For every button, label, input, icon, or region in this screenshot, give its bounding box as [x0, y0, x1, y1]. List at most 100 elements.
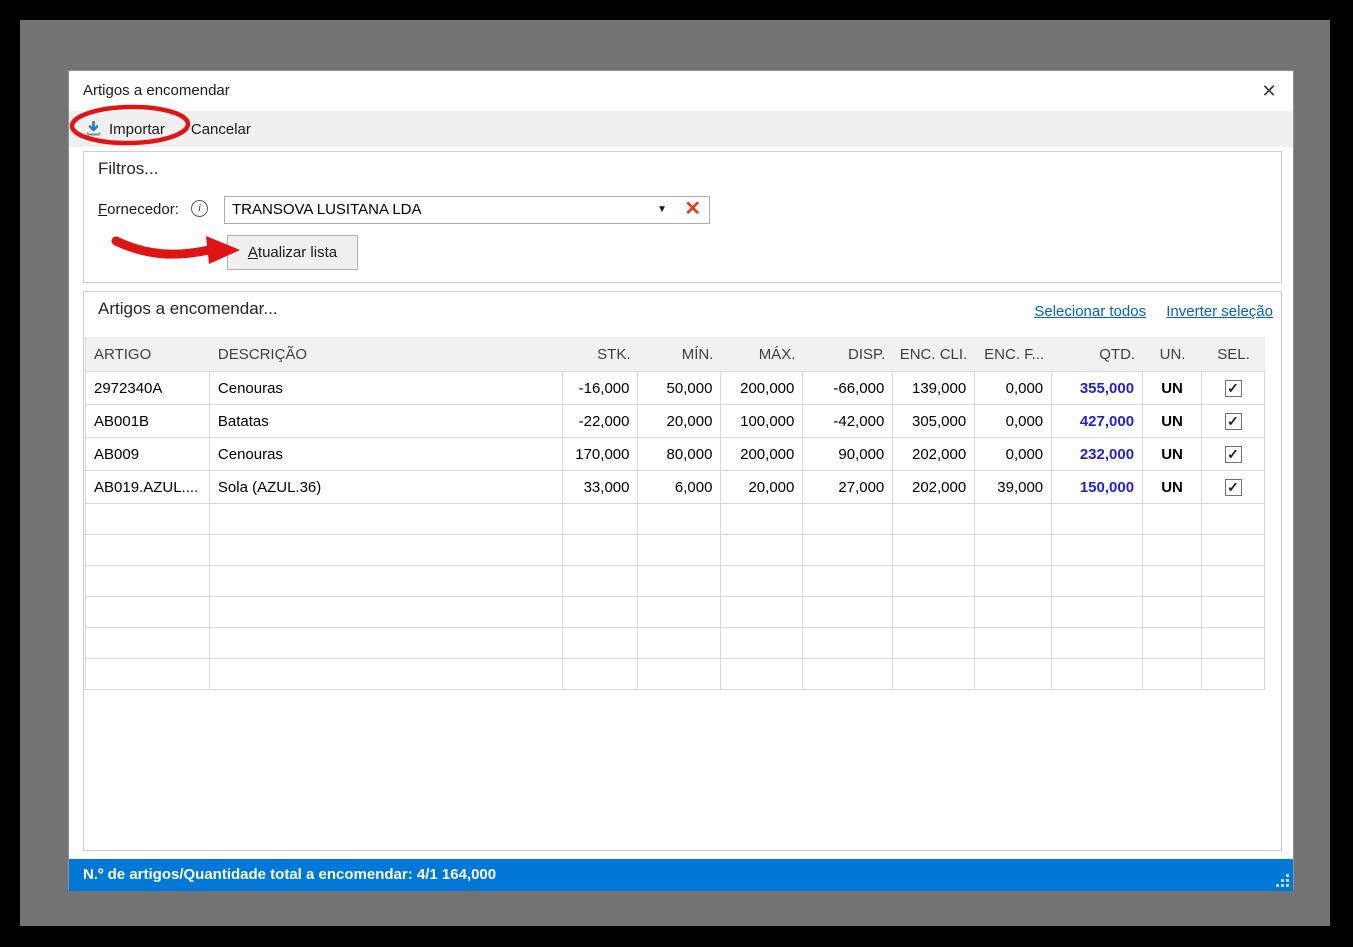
- column-header-un[interactable]: UN.: [1159, 345, 1186, 363]
- table-cell-empty: [803, 628, 894, 658]
- row-checkbox[interactable]: ✓: [1224, 379, 1242, 397]
- table-cell-descricao: Batatas: [210, 405, 563, 437]
- table-cell-empty: [721, 659, 804, 689]
- column-header-min[interactable]: MÍN.: [681, 345, 714, 363]
- table-cell-empty: [563, 566, 639, 596]
- window-title: Artigos a encomendar: [83, 82, 230, 99]
- table-cell-empty: [1052, 504, 1144, 534]
- table-row-empty[interactable]: [86, 659, 1265, 690]
- table-cell-artigo: AB001B: [86, 405, 210, 437]
- importar-label: Importar: [109, 120, 165, 138]
- cancelar-button[interactable]: Cancelar: [183, 115, 259, 143]
- column-header-sel[interactable]: SEL.: [1217, 345, 1250, 363]
- table-cell-empty: [893, 504, 976, 534]
- table-cell-empty: [1052, 597, 1144, 627]
- table-cell-empty: [1052, 659, 1144, 689]
- table-cell-enc_f: 39,000: [975, 471, 1053, 503]
- table-cell-empty: [721, 566, 804, 596]
- table-cell-sel[interactable]: ✓: [1202, 372, 1265, 404]
- inverter-selecao-link[interactable]: Inverter seleção: [1166, 303, 1273, 320]
- table-row[interactable]: AB019.AZUL.... Sola (AZUL.36) 33,000 6,000 2…: [86, 471, 1265, 504]
- fornecedor-value: TRANSOVA LUSITANA LDA: [232, 201, 422, 218]
- row-checkbox[interactable]: ✓: [1224, 412, 1242, 430]
- column-header-artigo[interactable]: ARTIGO: [94, 345, 152, 363]
- table-row-empty[interactable]: [86, 597, 1265, 628]
- table-row-empty[interactable]: [86, 504, 1265, 535]
- table-cell-max: 200,000: [721, 372, 804, 404]
- table-cell-stk: 33,000: [563, 471, 639, 503]
- table-cell-empty: [1143, 628, 1203, 658]
- table-cell-min: 6,000: [638, 471, 722, 503]
- table-cell-empty: [1143, 566, 1203, 596]
- column-header-disp[interactable]: DISP.: [848, 345, 886, 363]
- column-header-descricao[interactable]: DESCRIÇÃO: [217, 345, 308, 363]
- table-cell-empty: [721, 628, 804, 658]
- table-cell-empty: [803, 659, 894, 689]
- row-checkbox[interactable]: ✓: [1224, 478, 1242, 496]
- status-bar: N.º de artigos/Quantidade total a encome…: [69, 859, 1293, 891]
- fornecedor-label: Fornecedor:: [98, 201, 179, 218]
- table-cell-empty: [1052, 566, 1144, 596]
- table-cell-empty: [975, 659, 1053, 689]
- table-cell-empty: [638, 504, 722, 534]
- table-cell-empty: [1143, 659, 1203, 689]
- table-cell-empty: [803, 566, 894, 596]
- column-header-max[interactable]: MÁX.: [758, 345, 796, 363]
- atualizar-lista-button[interactable]: Atualizar lista: [227, 235, 358, 270]
- table-cell-max: 100,000: [721, 405, 804, 437]
- table-row[interactable]: 2972340A Cenouras -16,000 50,000 200,000 -66,…: [86, 372, 1265, 405]
- column-header-enc_cli[interactable]: ENC. CLI.: [899, 345, 968, 363]
- table-cell-empty: [1052, 628, 1144, 658]
- table-cell-min: 20,000: [638, 405, 722, 437]
- column-header-qtd[interactable]: QTD.: [1099, 345, 1136, 363]
- table-cell-sel[interactable]: ✓: [1202, 438, 1265, 470]
- table-cell-empty: [975, 535, 1053, 565]
- table-row-empty[interactable]: [86, 566, 1265, 597]
- toolbar: Importar Cancelar: [69, 111, 1293, 147]
- table-cell-sel[interactable]: ✓: [1202, 471, 1265, 503]
- table-cell-empty: [86, 566, 210, 596]
- table-cell-empty: [86, 504, 210, 534]
- table-cell-empty: [721, 504, 804, 534]
- table-cell-empty: [210, 535, 563, 565]
- table-cell-sel[interactable]: ✓: [1202, 405, 1265, 437]
- close-icon[interactable]: ✕: [1261, 81, 1277, 101]
- info-icon[interactable]: i: [191, 200, 208, 217]
- table-cell-artigo: AB009: [86, 438, 210, 470]
- resize-grip-icon[interactable]: [1275, 873, 1289, 887]
- row-checkbox[interactable]: ✓: [1224, 445, 1242, 463]
- table-cell-empty: [893, 566, 976, 596]
- importar-button[interactable]: Importar: [77, 115, 173, 143]
- table-row[interactable]: AB009 Cenouras 170,000 80,000 200,000 90,000 2…: [86, 438, 1265, 471]
- fornecedor-combobox[interactable]: TRANSOVA LUSITANA LDA ▼ ✕: [224, 196, 710, 224]
- filters-legend: Filtros...: [98, 159, 159, 178]
- table-cell-empty: [638, 659, 722, 689]
- cancelar-label: Cancelar: [190, 120, 251, 138]
- table-cell-un: UN: [1143, 405, 1203, 437]
- table-cell-empty: [1202, 659, 1265, 689]
- table-cell-empty: [975, 597, 1053, 627]
- selecionar-todos-link[interactable]: Selecionar todos: [1034, 303, 1147, 320]
- column-header-stk[interactable]: STK.: [597, 345, 631, 363]
- table-cell-qtd: 232,000: [1052, 438, 1144, 470]
- table-row-empty[interactable]: [86, 628, 1265, 659]
- table-cell-empty: [1202, 535, 1265, 565]
- table-cell-empty: [975, 566, 1053, 596]
- table-cell-empty: [1202, 597, 1265, 627]
- table-cell-empty: [893, 628, 976, 658]
- table-cell-max: 20,000: [721, 471, 804, 503]
- table-cell-qtd: 150,000: [1052, 471, 1144, 503]
- chevron-down-icon[interactable]: ▼: [657, 204, 667, 215]
- dialog-artigos-a-encomendar: Artigos a encomendar ✕ Importar Cancelar…: [68, 70, 1294, 891]
- table-cell-disp: 90,000: [803, 438, 894, 470]
- table-cell-artigo: 2972340A: [86, 372, 210, 404]
- table-cell-empty: [86, 628, 210, 658]
- table-cell-min: 80,000: [638, 438, 722, 470]
- status-text: N.º de artigos/Quantidade total a encome…: [83, 866, 497, 883]
- clear-x-icon[interactable]: ✕: [684, 198, 701, 220]
- table-row-empty[interactable]: [86, 535, 1265, 566]
- table-row[interactable]: AB001B Batatas -22,000 20,000 100,000 -42,000…: [86, 405, 1265, 438]
- column-header-enc_f[interactable]: ENC. F...: [984, 345, 1045, 363]
- table-cell-artigo: AB019.AZUL....: [86, 471, 210, 503]
- table-cell-empty: [1143, 504, 1203, 534]
